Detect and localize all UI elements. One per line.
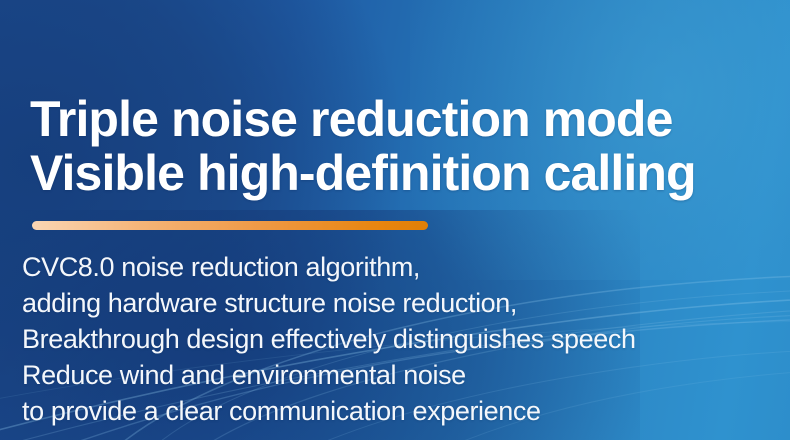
body-copy-line-4: Reduce wind and environmental noise: [22, 360, 466, 390]
headline-line-2: Visible high-definition calling: [30, 145, 697, 201]
background-glow-top-right: [410, 0, 790, 280]
headline: Triple noise reduction mode Visible high…: [30, 92, 790, 200]
body-copy-line-1: CVC8.0 noise reduction algorithm,: [22, 252, 421, 282]
body-copy: CVC8.0 noise reduction algorithm, adding…: [22, 249, 790, 429]
body-copy-line-3: Breakthrough design effectively distingu…: [22, 324, 636, 354]
headline-line-1: Triple noise reduction mode: [30, 91, 673, 147]
body-copy-line-5: to provide a clear communication experie…: [22, 396, 541, 426]
body-copy-line-2: adding hardware structure noise reductio…: [22, 288, 518, 318]
orange-divider-bar: [32, 221, 428, 230]
